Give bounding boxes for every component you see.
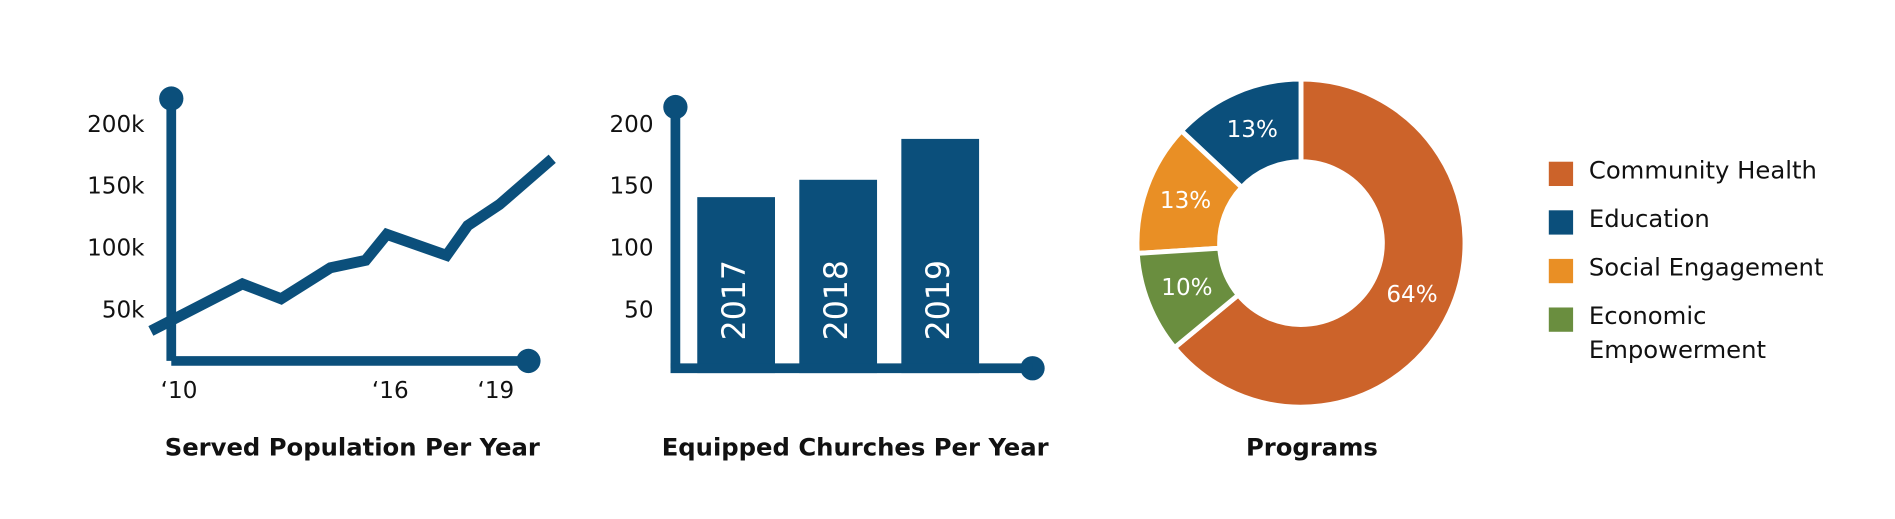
chart-title: Served Population Per Year	[165, 432, 540, 461]
legend-swatch	[1548, 161, 1574, 187]
bar	[799, 179, 878, 374]
bar-label: 2019	[921, 260, 957, 340]
legend-swatch	[1548, 210, 1574, 235]
slice-label: 64%	[1386, 282, 1437, 308]
legend-swatch	[1548, 307, 1574, 332]
chart-title: Equipped Churches Per Year	[662, 432, 1049, 461]
x-tick-label: ‘10	[161, 378, 198, 404]
axis-end	[516, 348, 541, 374]
pie-slice	[1134, 245, 1242, 352]
bar-label: 2017	[717, 260, 753, 340]
legend-label: Economic Empowerment	[1589, 301, 1766, 364]
y-tick-label: 200k	[87, 112, 145, 138]
x-tick-label: ‘16	[372, 378, 409, 404]
axis-end	[159, 86, 184, 111]
legend-label: Community Health	[1589, 155, 1817, 184]
chart-title: Programs	[1246, 432, 1378, 461]
legend-label: Education	[1589, 204, 1710, 233]
bar	[901, 138, 980, 374]
legend-swatch	[1548, 258, 1574, 284]
y-tick-label: 100	[609, 236, 653, 262]
slice-label: 13%	[1227, 117, 1278, 143]
x-tick-label: ‘19	[478, 378, 515, 404]
bar	[697, 197, 776, 374]
bar-label: 2018	[819, 260, 855, 340]
y-tick-label: 150	[609, 174, 653, 200]
y-tick-label: 150k	[87, 174, 145, 200]
data-line	[148, 154, 556, 336]
y-tick-label: 50k	[102, 298, 145, 324]
pie-slice	[1171, 76, 1468, 410]
slice-label: 10%	[1161, 275, 1212, 301]
slice-label: 13%	[1160, 188, 1211, 214]
y-tick-label: 50	[624, 298, 653, 324]
y-tick-label: 100k	[87, 236, 145, 262]
y-tick-label: 200	[609, 112, 653, 138]
axis-end	[663, 94, 688, 120]
legend-label: Social Engagement	[1589, 253, 1824, 282]
